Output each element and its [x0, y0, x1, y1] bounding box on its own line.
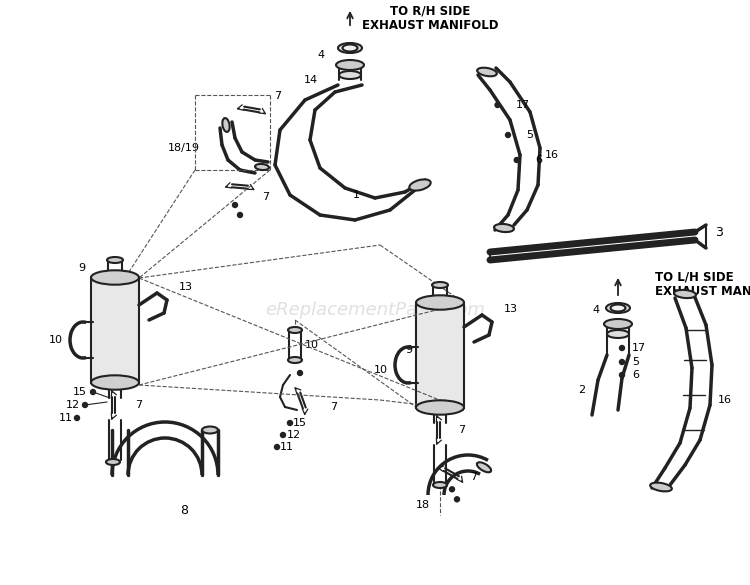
Circle shape [454, 497, 460, 502]
Text: 11: 11 [280, 442, 294, 452]
Ellipse shape [107, 257, 123, 263]
Text: 17: 17 [515, 100, 529, 110]
Ellipse shape [604, 319, 632, 329]
Ellipse shape [432, 282, 448, 288]
Ellipse shape [338, 43, 362, 53]
Circle shape [91, 390, 95, 394]
Ellipse shape [288, 327, 302, 333]
Ellipse shape [477, 68, 496, 76]
Text: 9: 9 [405, 345, 412, 355]
Text: eReplacementParts.com: eReplacementParts.com [265, 301, 485, 319]
Circle shape [82, 402, 88, 408]
Text: 7: 7 [458, 425, 465, 435]
Text: 16: 16 [718, 395, 732, 405]
Ellipse shape [288, 357, 302, 363]
Text: 7: 7 [330, 402, 338, 412]
Text: 15: 15 [73, 387, 87, 397]
Circle shape [620, 346, 625, 350]
Ellipse shape [607, 330, 629, 338]
Ellipse shape [416, 400, 464, 415]
Text: 14: 14 [304, 75, 318, 85]
Text: TO R/H SIDE
EXHAUST MANIFOLD: TO R/H SIDE EXHAUST MANIFOLD [362, 4, 498, 32]
Text: 1: 1 [353, 190, 360, 200]
Text: 7: 7 [262, 192, 269, 202]
Text: 4: 4 [318, 50, 325, 60]
Text: TO L/H SIDE
EXHAUST MANIFOLD: TO L/H SIDE EXHAUST MANIFOLD [655, 270, 750, 298]
Ellipse shape [222, 118, 230, 132]
Text: 10: 10 [305, 340, 319, 350]
Text: 12: 12 [66, 400, 80, 410]
Ellipse shape [606, 303, 630, 313]
Text: 6: 6 [535, 155, 542, 165]
Circle shape [495, 102, 500, 108]
Text: 5: 5 [632, 357, 639, 367]
Bar [416, 302, 464, 408]
Ellipse shape [202, 426, 218, 433]
Text: 10: 10 [374, 365, 388, 375]
Text: 16: 16 [545, 150, 559, 160]
Ellipse shape [416, 295, 464, 309]
Ellipse shape [433, 482, 447, 488]
Text: 7: 7 [135, 400, 142, 410]
Ellipse shape [610, 305, 626, 311]
Text: 18/19: 18/19 [168, 143, 200, 153]
Ellipse shape [494, 224, 514, 232]
Text: 10: 10 [49, 335, 63, 345]
Ellipse shape [410, 180, 430, 191]
Ellipse shape [674, 290, 696, 298]
Text: 7: 7 [470, 472, 477, 482]
Text: 18: 18 [416, 500, 430, 510]
Ellipse shape [91, 270, 139, 285]
Text: 3: 3 [715, 225, 723, 239]
Circle shape [74, 415, 80, 421]
Ellipse shape [336, 60, 364, 70]
Text: 6: 6 [632, 370, 639, 380]
Text: 5: 5 [526, 130, 533, 140]
Text: 11: 11 [59, 413, 73, 423]
Text: 17: 17 [632, 343, 646, 353]
Circle shape [620, 360, 625, 364]
Bar [91, 277, 139, 383]
Circle shape [232, 202, 238, 208]
Text: 15: 15 [293, 418, 307, 428]
Circle shape [514, 157, 519, 163]
Circle shape [449, 487, 454, 492]
Circle shape [274, 445, 280, 449]
Circle shape [620, 373, 625, 377]
Text: 13: 13 [179, 282, 193, 292]
Text: 13: 13 [504, 304, 518, 314]
Ellipse shape [343, 44, 358, 51]
Text: 12: 12 [287, 430, 301, 440]
Text: 4: 4 [592, 305, 600, 315]
Ellipse shape [650, 483, 672, 491]
Ellipse shape [339, 71, 361, 79]
Circle shape [287, 421, 292, 425]
Ellipse shape [477, 462, 491, 472]
Ellipse shape [255, 164, 269, 170]
Text: 2: 2 [578, 385, 585, 395]
Circle shape [298, 370, 302, 376]
Text: 7: 7 [274, 91, 281, 101]
Circle shape [506, 132, 511, 137]
Ellipse shape [91, 376, 139, 390]
Circle shape [238, 212, 242, 218]
Ellipse shape [106, 459, 120, 465]
Text: 9: 9 [78, 263, 85, 273]
Circle shape [280, 432, 286, 438]
Text: 8: 8 [180, 504, 188, 517]
